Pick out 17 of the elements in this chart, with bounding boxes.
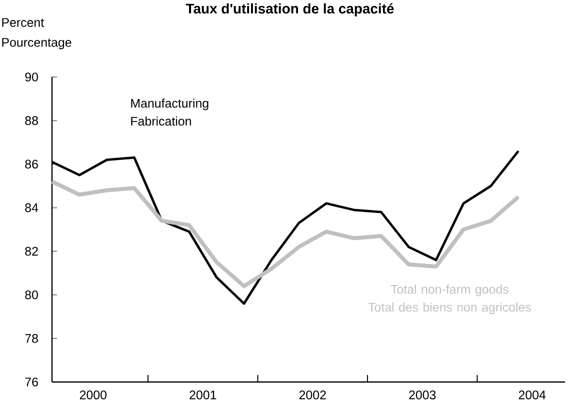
y-tick-label: 82: [25, 246, 38, 256]
y-axis-title: Percent Pourcentage: [2, 18, 72, 50]
y-tick-label: 90: [25, 72, 38, 82]
x-tick-label: 2003: [409, 390, 436, 400]
x-tick-label: 2001: [190, 390, 216, 400]
y-tick-label: 88: [25, 116, 38, 125]
x-tick-label: 2004: [518, 390, 546, 400]
y-tick-label: 76: [25, 378, 38, 386]
y-tick-label: 80: [25, 290, 38, 300]
x-tick-label: 2000: [80, 390, 107, 400]
y-tick-label: 86: [25, 160, 38, 169]
x-tick-label: 2002: [299, 390, 326, 400]
y-tick-label: 84: [25, 203, 38, 212]
chart-title: Taux d'utilisation de la capacité: [186, 3, 394, 16]
y-tick-label: 78: [25, 334, 38, 343]
text: Total non-farm goods Total des biens non agricoles: [368, 284, 531, 314]
text: Manufacturing Fabrication: [131, 98, 208, 126]
